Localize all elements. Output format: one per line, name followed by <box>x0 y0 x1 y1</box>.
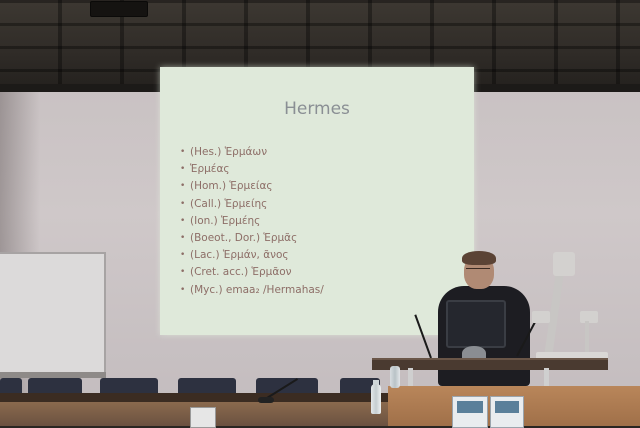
slide-bullet-item: Ἑρμέας <box>180 161 324 178</box>
slide-bullet-item: (Myc.) emaa₂ /Hermahas/ <box>180 282 324 299</box>
document-camera-lamp <box>532 311 550 323</box>
slide-bullet-item: (Lac.) Ἑρμάν, ᾶνος <box>180 247 324 264</box>
slide-bullet-item: (Ion.) Ἑρμέης <box>180 213 324 230</box>
slide-bullet-item: (Boeot., Dor.) Ἑρμᾶς <box>180 230 324 247</box>
speaker-hair <box>462 251 496 265</box>
speaker-glasses <box>466 268 490 273</box>
lectern-poster <box>490 396 524 428</box>
lectern-leg <box>408 368 413 390</box>
chair <box>256 378 318 396</box>
front-desk-top <box>0 393 395 403</box>
chair <box>100 378 158 396</box>
slide-bullet-list: (Hes.) Ἑρμάων Ἑρμέας (Hom.) Ἑρμείας (Cal… <box>180 144 324 299</box>
whiteboard-tray <box>0 372 106 378</box>
name-card <box>190 407 216 428</box>
lectern-top <box>372 358 608 370</box>
slide-bullet-item: (Cret. acc.) Ἑρμᾶον <box>180 264 324 281</box>
water-bottle <box>371 384 381 414</box>
lectern-monitor <box>446 300 506 348</box>
ceiling-light <box>90 1 148 17</box>
slide-bullet-item: (Hes.) Ἑρμάων <box>180 144 324 161</box>
slide-bullet-item: (Call.) Ἑρμείης <box>180 196 324 213</box>
projected-slide: Hermes (Hes.) Ἑρμάων Ἑρμέας (Hom.) Ἑρμεί… <box>160 67 474 335</box>
document-camera-base <box>536 352 608 362</box>
lectern-poster <box>452 396 488 428</box>
water-bottle <box>390 366 400 388</box>
lectern-leg <box>544 368 549 390</box>
document-camera-lamp <box>580 311 598 323</box>
microphone-base <box>258 397 274 403</box>
document-camera-lamp-stem <box>585 321 589 357</box>
chair <box>28 378 82 396</box>
chair <box>0 378 22 396</box>
monitor-stand <box>462 346 486 360</box>
slide-bullet-item: (Hom.) Ἑρμείας <box>180 178 324 195</box>
whiteboard <box>0 252 106 378</box>
slide-title: Hermes <box>284 99 350 119</box>
document-camera-head <box>553 252 575 276</box>
chair <box>340 378 380 396</box>
chair <box>178 378 236 396</box>
bottle-cap <box>373 380 379 385</box>
